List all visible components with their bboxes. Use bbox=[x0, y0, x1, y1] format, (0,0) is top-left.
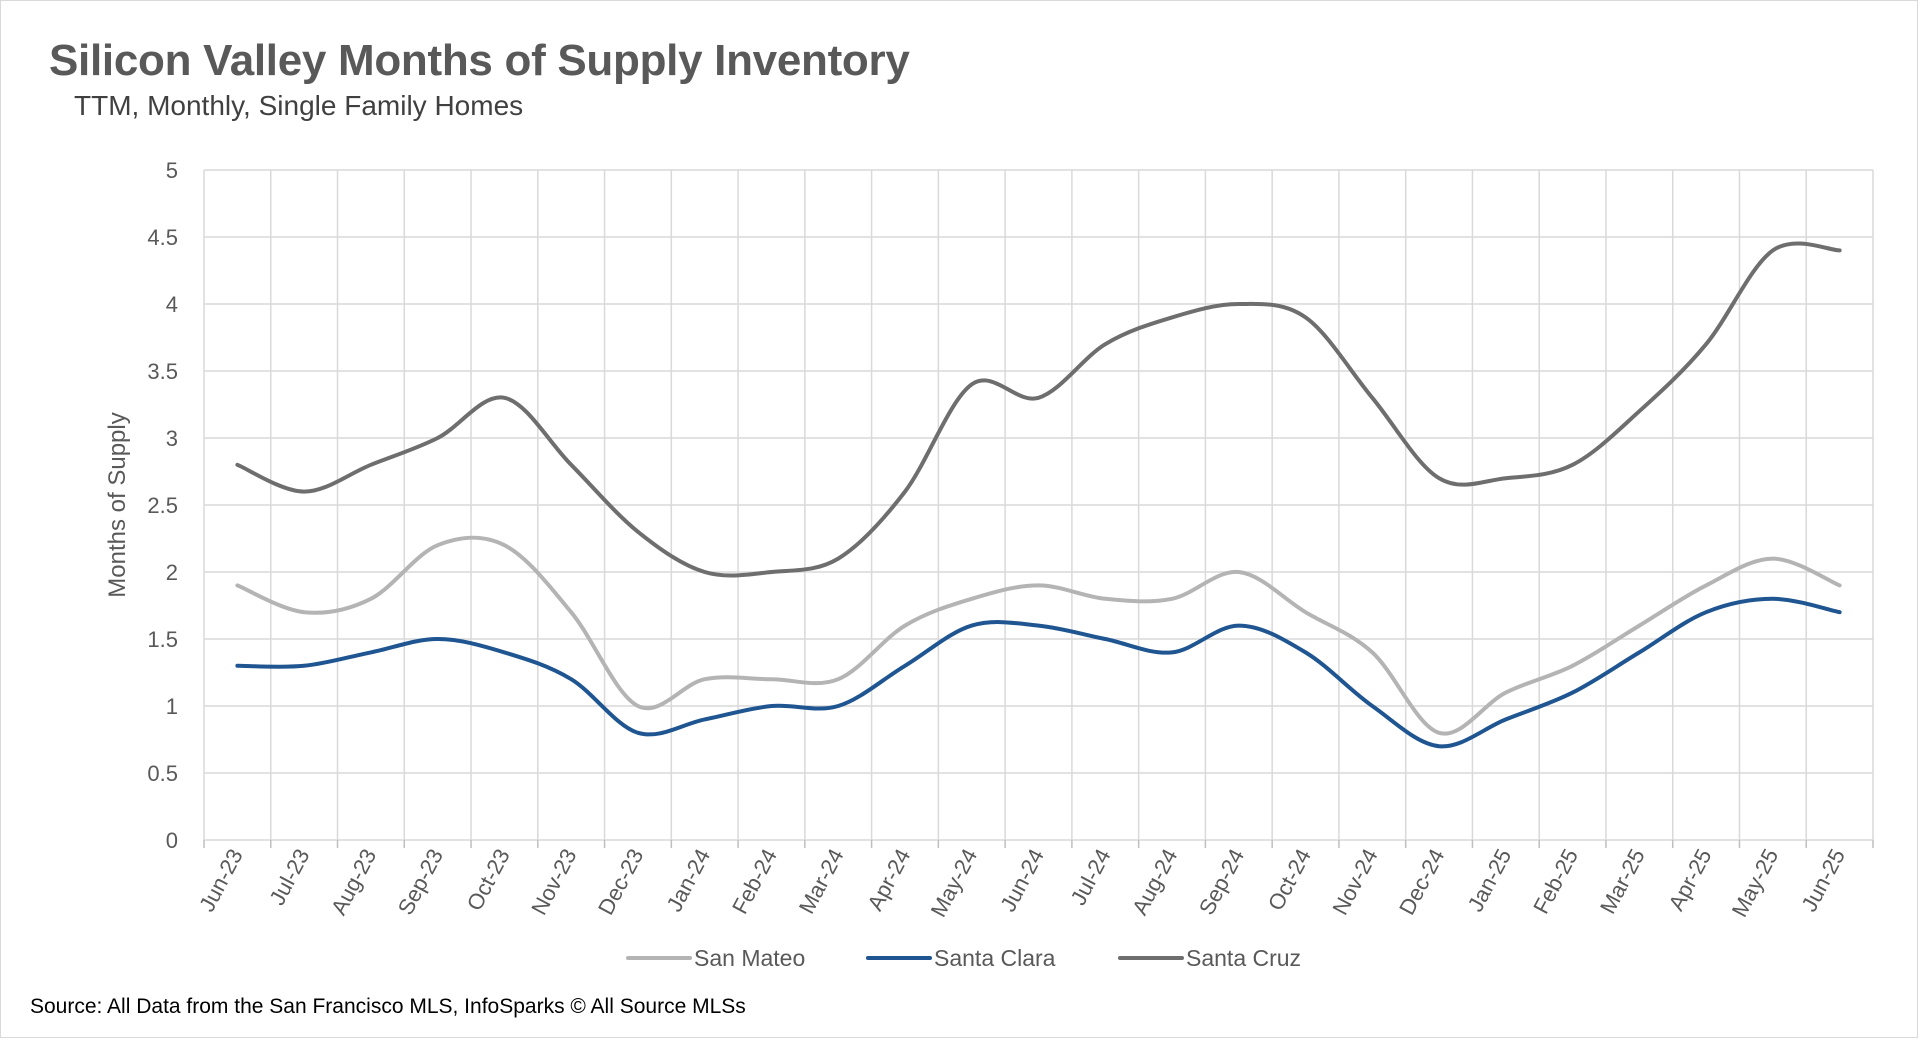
y-tick-label: 4 bbox=[166, 292, 178, 317]
y-tick-label: 0.5 bbox=[147, 761, 178, 786]
y-axis-ticks: 0 0.5 1 1.5 2 2.5 3 3.5 4 4.5 5 bbox=[147, 158, 178, 853]
y-tick-label: 0 bbox=[166, 828, 178, 853]
x-tick-label: Aug-24 bbox=[1127, 845, 1182, 919]
y-tick-label: 3.5 bbox=[147, 359, 178, 384]
x-tick-label: Dec-24 bbox=[1394, 845, 1449, 919]
x-tick-label: Jul-23 bbox=[264, 845, 314, 910]
x-tick-label: Jan-24 bbox=[661, 845, 715, 916]
y-tick-label: 4.5 bbox=[147, 225, 178, 250]
x-tick-label: Apr-25 bbox=[1663, 845, 1716, 915]
series-line-san-mateo bbox=[235, 535, 1842, 736]
x-tick-label: Sep-24 bbox=[1194, 845, 1249, 919]
x-tick-label: Mar-24 bbox=[794, 845, 849, 918]
x-tick-label: Sep-23 bbox=[393, 845, 448, 919]
x-tick-label: Mar-25 bbox=[1595, 845, 1650, 918]
y-tick-label: 2.5 bbox=[147, 493, 178, 518]
x-tick-label: May-25 bbox=[1727, 845, 1784, 922]
x-tick-label: Jun-23 bbox=[194, 845, 248, 916]
y-tick-label: 3 bbox=[166, 426, 178, 451]
series-line-santa-clara bbox=[235, 596, 1842, 749]
x-tick-label: Apr-24 bbox=[862, 845, 915, 915]
y-tick-label: 1 bbox=[166, 694, 178, 719]
legend-label-santa-cruz: Santa Cruz bbox=[1186, 945, 1301, 971]
x-tick-label: Feb-25 bbox=[1528, 845, 1583, 918]
legend-label-san-mateo: San Mateo bbox=[694, 945, 805, 971]
chart-title: Silicon Valley Months of Supply Inventor… bbox=[49, 36, 910, 85]
x-tick-label: Oct-24 bbox=[1263, 845, 1316, 915]
x-tick-label: Jun-25 bbox=[1796, 845, 1850, 916]
y-axis-title: Months of Supply bbox=[104, 412, 131, 597]
legend-label-santa-clara: Santa Clara bbox=[934, 945, 1056, 971]
x-tick-label: Jun-24 bbox=[995, 845, 1049, 916]
x-tick-label: May-24 bbox=[926, 845, 983, 922]
y-tick-label: 5 bbox=[166, 158, 178, 183]
x-tick-label: Dec-23 bbox=[593, 845, 648, 919]
x-tick-label: Jan-25 bbox=[1463, 845, 1517, 916]
x-tick-label: Aug-23 bbox=[326, 845, 381, 919]
source-note: Source: All Data from the San Francisco … bbox=[30, 995, 746, 1018]
x-tick-label: Oct-23 bbox=[462, 845, 515, 915]
series-lines bbox=[235, 241, 1842, 749]
x-tick-label: Nov-24 bbox=[1327, 845, 1382, 919]
y-tick-label: 2 bbox=[166, 560, 178, 585]
gridlines bbox=[203, 169, 1874, 841]
y-tick-label: 1.5 bbox=[147, 627, 178, 652]
legend: San Mateo Santa Clara Santa Cruz bbox=[626, 945, 1301, 971]
chart-subtitle: TTM, Monthly, Single Family Homes bbox=[74, 90, 524, 121]
x-tick-label: Feb-24 bbox=[727, 845, 782, 918]
series-line-santa-cruz bbox=[235, 241, 1842, 578]
x-axis-ticks: Jun-23 Jul-23 Aug-23 Sep-23 Oct-23 Nov-23 Dec-… bbox=[194, 840, 1874, 922]
x-tick-label: Nov-23 bbox=[526, 845, 581, 919]
x-tick-label: Jul-24 bbox=[1065, 845, 1115, 910]
